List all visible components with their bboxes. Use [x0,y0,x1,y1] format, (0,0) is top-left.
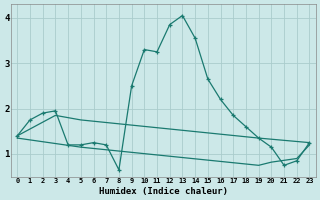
X-axis label: Humidex (Indice chaleur): Humidex (Indice chaleur) [99,187,228,196]
